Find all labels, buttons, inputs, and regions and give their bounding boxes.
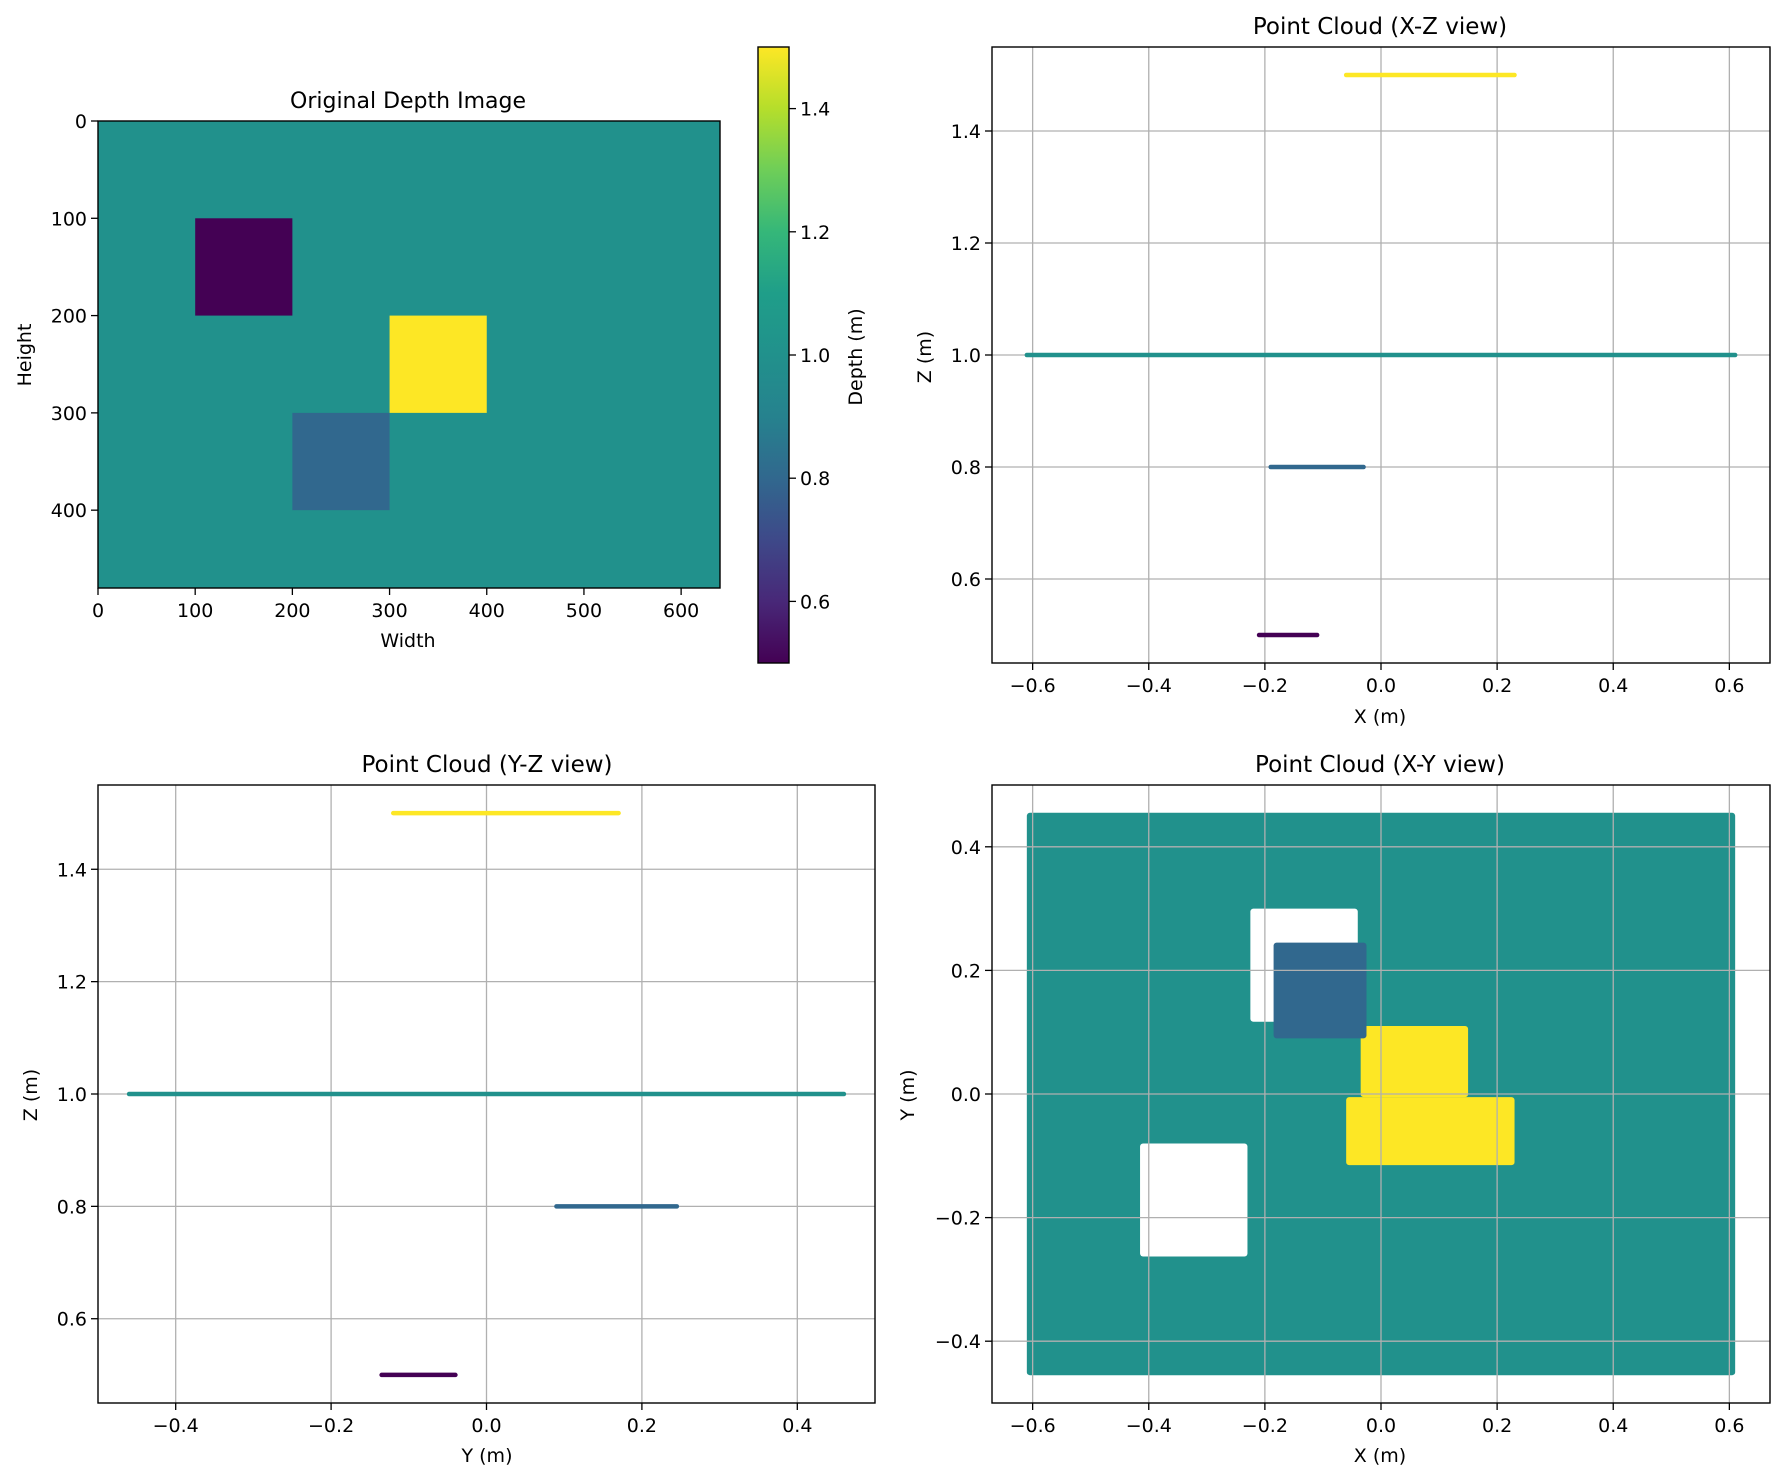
depth-image-x-tick-label: 600 bbox=[663, 600, 699, 622]
yz-view-x-tick-label: 0.2 bbox=[627, 1415, 657, 1437]
depth-image-y-tick-label: 200 bbox=[51, 306, 87, 328]
xz-view-y-tick-label: 1.4 bbox=[951, 121, 981, 143]
yz-view-y-tick-label: 1.2 bbox=[57, 972, 87, 994]
xz-view-x-label: X (m) bbox=[1354, 706, 1406, 728]
colorbar-label: Depth (m) bbox=[845, 308, 867, 405]
depth-image-y-tick-label: 100 bbox=[51, 208, 87, 230]
xy-view-x-label: X (m) bbox=[1354, 1445, 1406, 1467]
xy-view-y-tick-label: −0.4 bbox=[935, 1331, 981, 1353]
depth-image-panel: Original Depth Image 0 100 200 300 400 500 600… bbox=[14, 46, 867, 664]
yz-view-y-tick-label: 0.8 bbox=[57, 1196, 87, 1218]
depth-image-y-ticks: 0 100 200 300 400 bbox=[51, 111, 98, 522]
xz-view-x-tick-label: 0.4 bbox=[1598, 675, 1628, 697]
depth-image-axes-frame bbox=[97, 120, 721, 589]
yz-view-plot: −0.4 −0.2 0.0 0.2 0.4 0.6 0.8 1.0 1.2 1.4 bbox=[57, 784, 876, 1437]
depth-image-x-tick-label: 100 bbox=[177, 600, 213, 622]
xy-view-point-region bbox=[1140, 1143, 1248, 1257]
xy-view-panel: Point Cloud (X-Y view) −0.6 −0.4 −0.2 0.0 0.… bbox=[897, 752, 1771, 1467]
depth-image-y-tick-label: 0 bbox=[75, 111, 87, 133]
xy-view-x-tick-label: 0.4 bbox=[1598, 1415, 1628, 1437]
yz-view-axes-frame bbox=[97, 784, 876, 1404]
depth-image-y-label: Height bbox=[14, 324, 36, 387]
xy-view-y-tick-label: 0.4 bbox=[951, 837, 981, 859]
xz-view-plot: −0.6 −0.4 −0.2 0.0 0.2 0.4 0.6 0.6 0.8 1.0 1.2 1.4 bbox=[951, 46, 1771, 697]
depth-image-title: Original Depth Image bbox=[290, 89, 526, 114]
yz-view-y-tick-label: 1.4 bbox=[57, 859, 87, 881]
yz-view-x-tick-label: −0.4 bbox=[153, 1415, 199, 1437]
depth-image-x-tick-label: 0 bbox=[92, 600, 104, 622]
xy-view-point-region bbox=[1273, 942, 1367, 1039]
xy-view-y-label: Y (m) bbox=[897, 1070, 919, 1122]
xz-view-panel: Point Cloud (X-Z view) −0.6 −0.4 −0.2 0.0 0.… bbox=[914, 14, 1771, 728]
depth-region bbox=[195, 218, 293, 316]
yz-view-title: Point Cloud (Y-Z view) bbox=[361, 752, 612, 778]
colorbar-tick-label: 1.0 bbox=[800, 345, 830, 367]
xy-view-y-tick-label: 0.2 bbox=[951, 960, 981, 982]
depth-region bbox=[292, 412, 390, 511]
xz-view-y-tick-label: 1.2 bbox=[951, 233, 981, 255]
xy-view-x-tick-label: −0.2 bbox=[1242, 1415, 1288, 1437]
xy-view-point-region bbox=[1360, 1026, 1469, 1098]
xz-view-axes-frame bbox=[991, 46, 1771, 664]
depth-image-x-ticks: 0 100 200 300 400 500 600 bbox=[92, 588, 699, 622]
xy-view-x-tick-label: 0.0 bbox=[1366, 1415, 1396, 1437]
colorbar-gradient bbox=[758, 47, 789, 663]
depth-image-x-label: Width bbox=[380, 630, 435, 652]
depth-image-plot bbox=[97, 120, 721, 589]
xz-view-y-tick-label: 1.0 bbox=[951, 345, 981, 367]
yz-view-x-tick-label: −0.2 bbox=[308, 1415, 354, 1437]
xz-view-y-label: Z (m) bbox=[914, 331, 936, 383]
depth-image-x-tick-label: 300 bbox=[371, 600, 407, 622]
xz-view-x-tick-label: 0.2 bbox=[1482, 675, 1512, 697]
depth-region bbox=[389, 315, 487, 413]
yz-view-x-tick-label: 0.0 bbox=[471, 1415, 501, 1437]
xy-view-point-region bbox=[1346, 1097, 1515, 1166]
yz-view-x-tick-label: 0.4 bbox=[782, 1415, 812, 1437]
yz-view-y-tick-label: 1.0 bbox=[57, 1084, 87, 1106]
colorbar-tick-label: 1.2 bbox=[800, 222, 830, 244]
xy-view-plot: −0.6 −0.4 −0.2 0.0 0.2 0.4 0.6 −0.4 −0.2 0.0 0.2 0.… bbox=[935, 784, 1771, 1437]
depth-image-x-tick-label: 200 bbox=[274, 600, 310, 622]
xy-view-x-tick-label: 0.2 bbox=[1482, 1415, 1512, 1437]
xy-view-y-tick-label: 0.0 bbox=[951, 1084, 981, 1106]
colorbar: 0.6 0.8 1.0 1.2 1.4 bbox=[757, 46, 830, 664]
xz-view-x-tick-label: −0.2 bbox=[1242, 675, 1288, 697]
xy-view-axes-frame bbox=[991, 784, 1771, 1404]
xy-view-x-tick-label: −0.4 bbox=[1126, 1415, 1172, 1437]
depth-image-y-tick-label: 400 bbox=[51, 500, 87, 522]
xz-view-x-tick-label: 0.6 bbox=[1714, 675, 1744, 697]
yz-view-panel: Point Cloud (Y-Z view) −0.4 −0.2 0.0 0.2 0.4… bbox=[20, 752, 876, 1467]
xz-view-title: Point Cloud (X-Z view) bbox=[1253, 14, 1507, 40]
xy-view-y-tick-label: −0.2 bbox=[935, 1208, 981, 1230]
xz-view-x-tick-label: −0.4 bbox=[1126, 675, 1172, 697]
colorbar-tick-label: 1.4 bbox=[800, 99, 830, 121]
xy-view-x-tick-label: 0.6 bbox=[1714, 1415, 1744, 1437]
xz-view-x-tick-label: −0.6 bbox=[1010, 675, 1056, 697]
depth-image-y-tick-label: 300 bbox=[51, 403, 87, 425]
xz-view-x-tick-label: 0.0 bbox=[1366, 675, 1396, 697]
yz-view-x-label: Y (m) bbox=[461, 1445, 513, 1467]
yz-view-y-label: Z (m) bbox=[20, 1069, 42, 1121]
colorbar-tick-label: 0.8 bbox=[800, 468, 830, 490]
depth-image-x-tick-label: 500 bbox=[566, 600, 602, 622]
colorbar-tick-label: 0.6 bbox=[800, 591, 830, 613]
yz-view-y-tick-label: 0.6 bbox=[57, 1309, 87, 1331]
xy-view-x-tick-label: −0.6 bbox=[1010, 1415, 1056, 1437]
xz-view-y-tick-label: 0.8 bbox=[951, 457, 981, 479]
xy-view-title: Point Cloud (X-Y view) bbox=[1255, 752, 1505, 778]
depth-image-x-tick-label: 400 bbox=[469, 600, 505, 622]
xz-view-y-tick-label: 0.6 bbox=[951, 569, 981, 591]
